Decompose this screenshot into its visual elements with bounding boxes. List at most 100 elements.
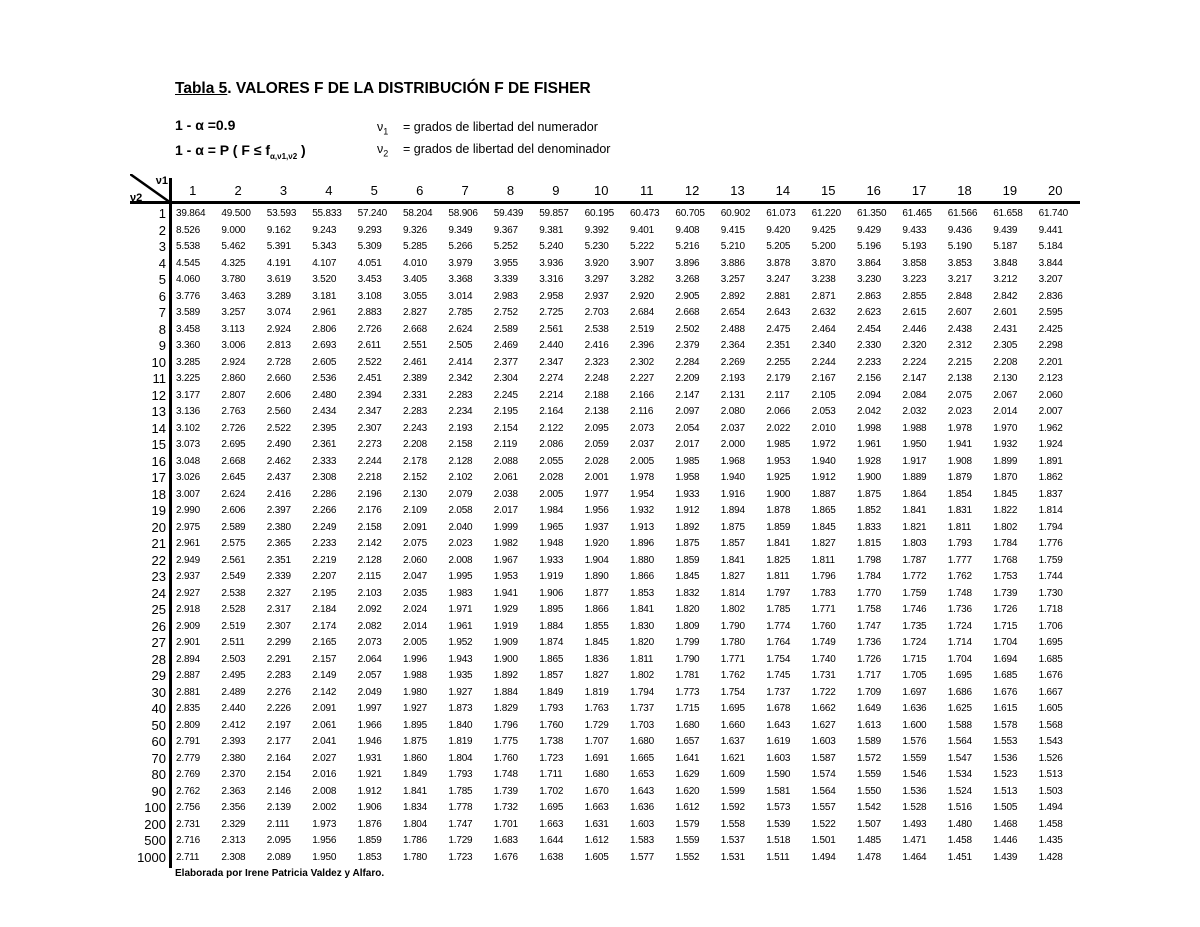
table-cell: 1.568	[1038, 719, 1063, 731]
table-cell: 9.000	[221, 224, 246, 236]
table-cell: 1.511	[766, 851, 790, 863]
table-cell: 1.657	[675, 736, 700, 747]
table-cell: 1.854	[947, 488, 972, 500]
table-cell: 1.900	[857, 472, 882, 483]
row-header: 2	[158, 222, 166, 238]
table-cell: 2.361	[312, 439, 337, 450]
table-cell: 2.088	[493, 455, 518, 467]
table-cell: 2.389	[403, 373, 428, 384]
table-cell: 2.117	[766, 389, 790, 401]
table-cell: 1.836	[584, 653, 609, 665]
table-cell: 1.802	[720, 604, 745, 615]
table-cell: 2.209	[675, 373, 700, 384]
table-cell: 1.864	[902, 488, 927, 500]
table-cell: 1.819	[448, 736, 473, 747]
table-cell: 1.814	[1038, 505, 1063, 516]
table-cell: 1.552	[675, 851, 700, 863]
table-cell: 1.849	[403, 769, 428, 780]
table-cell: 2.097	[675, 406, 700, 417]
table-cell: 1.665	[630, 752, 655, 764]
table-cell: 2.115	[357, 571, 381, 582]
table-cell: 2.010	[811, 422, 836, 434]
table-cell: 1.877	[584, 587, 609, 599]
table-cell: 3.776	[176, 290, 201, 302]
table-cell: 2.434	[312, 406, 337, 417]
table-cell: 1.891	[1038, 455, 1063, 467]
table-cell: 1.966	[357, 719, 382, 731]
table-cell: 2.397	[266, 505, 291, 516]
table-cell: 1.762	[947, 571, 972, 582]
table-cell: 1.793	[947, 538, 972, 549]
table-cell: 2.425	[1038, 323, 1063, 335]
table-cell: 2.813	[266, 340, 291, 351]
table-cell: 3.316	[539, 274, 564, 285]
table-cell: 39.864	[176, 208, 206, 219]
table-cell: 9.392	[584, 224, 609, 236]
table-cell: 1.705	[902, 670, 927, 681]
table-cell: 1.785	[766, 604, 791, 615]
table-cell: 1.865	[811, 505, 836, 516]
table-cell: 1.553	[993, 736, 1018, 747]
table-cell: 2.304	[493, 373, 518, 384]
table-cell: 1.729	[448, 835, 473, 846]
table-cell: 9.441	[1038, 224, 1063, 236]
row-header: 19	[151, 503, 166, 518]
column-header: 6	[416, 183, 424, 198]
table-cell: 3.102	[176, 422, 201, 434]
table-cell: 1.703	[630, 719, 655, 731]
table-cell: 2.298	[1038, 340, 1063, 351]
table-cell: 1.706	[1038, 620, 1063, 632]
table-cell: 2.731	[176, 818, 201, 830]
table-cell: 59.857	[539, 208, 569, 219]
table-cell: 2.351	[266, 554, 291, 566]
table-cell: 1.894	[720, 505, 745, 516]
table-cell: 2.881	[766, 290, 791, 302]
table-cell: 1.547	[947, 752, 972, 764]
table-cell: 3.268	[675, 274, 700, 285]
footer-credit: Elaborada por Irene Patricia Valdez y Al…	[175, 868, 385, 879]
table-cell: 1.853	[357, 851, 382, 863]
table-cell: 1.559	[902, 752, 927, 764]
table-cell: 2.014	[993, 406, 1018, 417]
column-header: 11	[639, 183, 654, 198]
table-cell: 1.775	[493, 736, 518, 747]
table-cell: 1.707	[584, 736, 609, 747]
table-cell: 1.523	[993, 769, 1018, 780]
table-cell: 1.961	[448, 620, 473, 632]
table-cell: 1.849	[539, 686, 564, 698]
table-cell: 2.218	[357, 472, 382, 483]
table-cell: 1.631	[584, 818, 609, 830]
table-cell: 1.916	[720, 488, 745, 500]
table-cell: 2.308	[221, 851, 246, 863]
table-cell: 2.643	[766, 307, 791, 318]
table-cell: 3.282	[630, 274, 655, 285]
column-header: 19	[1002, 183, 1018, 198]
table-cell: 3.247	[766, 274, 791, 285]
table-cell: 1.536	[993, 752, 1018, 764]
table-cell: 2.365	[266, 538, 291, 549]
table-cell: 3.458	[176, 323, 201, 335]
table-cell: 1.884	[493, 686, 518, 698]
table-cell: 1.536	[902, 785, 927, 797]
table-cell: 2.364	[720, 340, 745, 351]
table-cell: 1.726	[993, 604, 1018, 615]
table-cell: 2.167	[811, 373, 836, 384]
table-cell: 1.683	[493, 835, 518, 846]
row-header: 60	[151, 734, 166, 749]
table-cell: 1.729	[584, 719, 609, 731]
table-cell: 1.564	[947, 736, 972, 747]
table-cell: 2.122	[539, 422, 564, 434]
table-cell: 1.764	[766, 637, 791, 648]
table-cell: 1.605	[1038, 703, 1063, 714]
table-cell: 2.881	[176, 686, 201, 698]
table-cell: 1.796	[493, 719, 518, 731]
table-cell: 1.841	[630, 604, 655, 615]
table-cell: 1.494	[811, 851, 836, 863]
table-cell: 2.179	[766, 373, 791, 384]
table-cell: 1.860	[403, 752, 428, 764]
table-cell: 5.538	[176, 241, 201, 252]
table-cell: 1.711	[539, 769, 563, 780]
row-header: 200	[144, 816, 166, 832]
table-cell: 2.119	[493, 439, 518, 450]
table-cell: 5.193	[902, 241, 927, 252]
